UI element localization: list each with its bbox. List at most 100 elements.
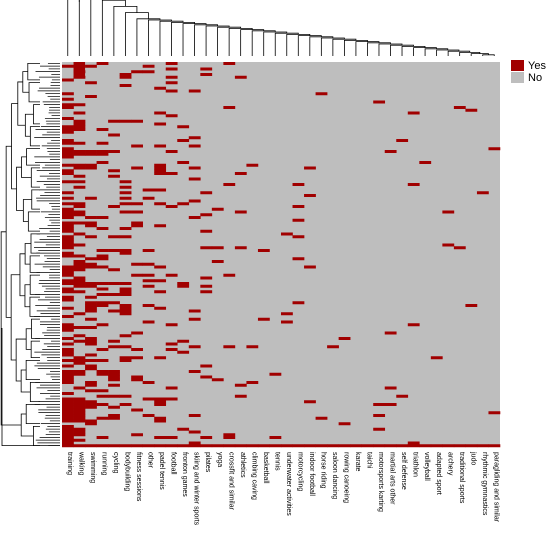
heatmap-cell-yes <box>465 304 478 307</box>
column-label: training <box>66 452 73 475</box>
heatmap-cell-yes <box>62 139 74 142</box>
heatmap-cell-yes <box>292 301 305 305</box>
column-label: padel tennis <box>158 452 165 490</box>
heatmap-cell-yes <box>96 436 109 439</box>
heatmap-cell-yes <box>85 221 97 225</box>
heatmap-cell-yes <box>62 224 74 228</box>
heatmap-cell-yes <box>200 375 213 379</box>
heatmap-cell-yes <box>154 86 167 90</box>
heatmap-cell-yes <box>62 238 74 241</box>
heatmap-cell-yes <box>119 345 132 349</box>
heatmap-cell-yes <box>108 268 120 272</box>
heatmap-cell-yes <box>73 411 86 415</box>
heatmap-cell-yes <box>62 106 74 109</box>
heatmap-cell-yes <box>73 150 86 153</box>
column-label: saloon dancing <box>331 452 338 499</box>
column-label: motorcycling <box>296 452 303 491</box>
heatmap-cell-yes <box>442 243 455 247</box>
heatmap-cell-yes <box>85 364 97 368</box>
heatmap-cell-yes <box>257 249 270 252</box>
heatmap-cell-yes <box>73 122 86 126</box>
heatmap-cell-yes <box>373 414 386 417</box>
dendrogram-branch <box>29 381 40 403</box>
heatmap-cell-yes <box>119 202 132 206</box>
heatmap-cell-yes <box>488 411 501 415</box>
heatmap-cell-yes <box>62 191 74 195</box>
heatmap-cell-yes <box>361 444 374 448</box>
dendrogram-branch <box>482 54 495 56</box>
heatmap-cell-yes <box>85 309 97 313</box>
dendrogram-branch <box>33 104 40 125</box>
heatmap-cell-yes <box>62 348 74 351</box>
heatmap-cell-yes <box>73 408 86 412</box>
column-label: adapted sport <box>435 452 442 495</box>
heatmap-cell-yes <box>62 150 74 153</box>
heatmap-cell-yes <box>96 372 109 376</box>
column-label: crossfit and similar <box>227 452 234 511</box>
heatmap-cell-yes <box>85 419 97 423</box>
dendrogram-branch <box>90 0 115 56</box>
heatmap-cell-yes <box>73 221 86 225</box>
heatmap-cell-yes <box>73 405 86 409</box>
heatmap-cell-yes <box>384 403 397 406</box>
column-label: horse riding <box>319 452 326 489</box>
heatmap-cell-yes <box>223 436 236 439</box>
column-label: fronton games <box>181 452 188 497</box>
heatmap-cell-yes <box>85 265 97 269</box>
heatmap-cell-yes <box>85 81 97 85</box>
heatmap-cell-yes <box>154 224 167 228</box>
heatmap-cell-yes <box>73 433 86 437</box>
heatmap-cell-yes <box>85 403 97 406</box>
heatmap-cell-yes <box>292 183 305 186</box>
heatmap-cell-yes <box>73 416 86 420</box>
heatmap-cell-yes <box>73 403 86 406</box>
heatmap-cell-yes <box>165 273 178 277</box>
heatmap-cell-yes <box>188 89 201 93</box>
heatmap-cell-yes <box>85 400 97 404</box>
column-label: pilates <box>204 452 211 473</box>
heatmap-cell-yes <box>442 210 455 214</box>
heatmap-cell-yes <box>131 221 143 225</box>
heatmap-cell-yes <box>85 295 97 299</box>
heatmap-cell-yes <box>85 405 97 409</box>
heatmap-cell-yes <box>85 422 97 426</box>
heatmap-cell-yes <box>96 216 109 219</box>
heatmap-cell-yes <box>165 205 178 208</box>
column-label: other <box>147 452 154 469</box>
column-label: football <box>170 452 177 475</box>
heatmap-cell-yes <box>73 141 86 145</box>
heatmap-cell-yes <box>165 114 178 118</box>
heatmap-cell-yes <box>85 95 97 98</box>
heatmap-cell-yes <box>488 444 501 448</box>
heatmap-cell-yes <box>119 309 132 313</box>
heatmap-cell-yes <box>73 185 86 189</box>
heatmap-cell-yes <box>327 444 339 448</box>
heatmap-cell-yes <box>62 254 74 258</box>
column-label: archery <box>446 452 453 476</box>
heatmap-cell-yes <box>396 394 409 398</box>
column-label: karate <box>354 452 361 472</box>
heatmap-cell-yes <box>223 345 236 349</box>
heatmap-cell-yes <box>108 375 120 379</box>
heatmap-cell-yes <box>96 348 109 351</box>
heatmap-cell-yes <box>62 152 74 156</box>
heatmap-cell-yes <box>73 276 86 280</box>
heatmap-cell-yes <box>62 202 74 206</box>
heatmap-cell-yes <box>62 279 74 283</box>
heatmap-cell-yes <box>119 210 132 214</box>
heatmap-cell-yes <box>62 103 74 107</box>
heatmap-cell-yes <box>85 381 97 384</box>
heatmap-cell-yes <box>154 166 167 170</box>
heatmap-cell-yes <box>396 139 409 142</box>
heatmap-cell-yes <box>165 386 178 390</box>
heatmap-cell-yes <box>188 144 201 148</box>
heatmap-cell-yes <box>188 430 201 434</box>
heatmap-cell-yes <box>96 257 109 261</box>
heatmap-cell-yes <box>177 339 190 343</box>
heatmap-cell-yes <box>165 75 178 79</box>
heatmap-cell-yes <box>96 150 109 153</box>
heatmap-cell-yes <box>177 444 190 448</box>
heatmap-cell-yes <box>108 345 120 349</box>
heatmap-cell-yes <box>96 62 109 65</box>
heatmap-cell-yes <box>85 152 97 156</box>
